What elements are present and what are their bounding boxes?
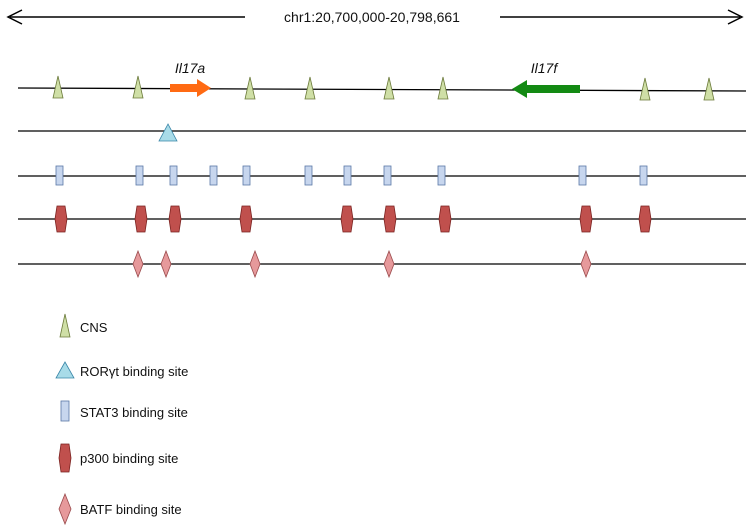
legend-label-stat3: STAT3 binding site [80, 405, 188, 420]
cns-marker [639, 77, 651, 101]
batf-marker [160, 249, 172, 279]
p300-marker [638, 205, 652, 233]
legend: CNS RORγt binding site STAT3 binding sit… [55, 313, 188, 526]
stat3-marker [135, 165, 144, 186]
stat3-marker [639, 165, 648, 186]
coordinate-range-header: chr1:20,700,000-20,798,661 [6, 9, 744, 25]
cns-marker [52, 75, 64, 99]
cns-marker [304, 76, 316, 100]
rorgt-sites [158, 123, 178, 142]
cns-marker [244, 76, 256, 100]
p300-legend-icon [58, 443, 72, 473]
gene-il17f: Il17f [512, 60, 580, 98]
batf-legend-icon [58, 492, 72, 526]
track-line-cns [17, 87, 747, 92]
batf-sites [132, 249, 592, 279]
cns-sites [52, 75, 715, 101]
legend-item-stat3: STAT3 binding site [60, 400, 188, 422]
batf-marker [132, 249, 144, 279]
stat3-marker [55, 165, 64, 186]
legend-item-batf: BATF binding site [58, 492, 182, 526]
cns-marker [132, 75, 144, 99]
batf-marker [580, 249, 592, 279]
cns-marker [703, 77, 715, 101]
cns-marker [437, 76, 449, 100]
p300-marker [438, 205, 452, 233]
legend-label-rorgt-suffix: t binding site [115, 364, 188, 379]
stat3-marker [437, 165, 446, 186]
il17f-arrow-shaft [526, 85, 580, 93]
p300-sites [54, 205, 652, 233]
il17a-arrow-shaft [170, 84, 198, 92]
coordinate-title: chr1:20,700,000-20,798,661 [284, 9, 460, 25]
legend-label-rorgt-prefix: ROR [80, 364, 109, 379]
stat3-marker [169, 165, 178, 186]
gene-il17a: Il17a [170, 60, 211, 97]
legend-label-rorgt-greek: γ [109, 364, 116, 379]
legend-label-p300: p300 binding site [80, 451, 178, 466]
legend-label-batf: BATF binding site [80, 502, 182, 517]
stat3-marker [209, 165, 218, 186]
stat3-legend-icon [60, 400, 70, 422]
il17f-arrow-icon [512, 80, 527, 98]
stat3-marker [242, 165, 251, 186]
stat3-sites [55, 165, 648, 186]
batf-marker [249, 249, 261, 279]
gene-label-il17f: Il17f [531, 60, 560, 76]
cns-marker [383, 76, 395, 100]
p300-marker [134, 205, 148, 233]
legend-item-cns: CNS [59, 313, 108, 338]
rorgt-legend-icon [55, 361, 75, 379]
legend-item-p300: p300 binding site [58, 443, 178, 473]
legend-label-cns: CNS [80, 320, 108, 335]
il17a-arrow-icon [197, 79, 211, 97]
stat3-marker [578, 165, 587, 186]
p300-marker [239, 205, 253, 233]
p300-marker [383, 205, 397, 233]
stat3-marker [343, 165, 352, 186]
stat3-marker [304, 165, 313, 186]
right-arrowhead-icon [727, 9, 744, 25]
legend-item-rorgt: RORγt binding site [55, 361, 188, 379]
p300-marker [579, 205, 593, 233]
stat3-marker [383, 165, 392, 186]
p300-marker [54, 205, 68, 233]
rorgt-marker [158, 123, 178, 142]
left-arrowhead-icon [6, 9, 23, 25]
track-lines [17, 87, 747, 265]
gene-label-il17a: Il17a [175, 60, 206, 76]
p300-marker [168, 205, 182, 233]
batf-marker [383, 249, 395, 279]
cns-legend-icon [59, 313, 71, 338]
legend-label-rorgt: RORγt binding site [80, 364, 188, 379]
p300-marker [340, 205, 354, 233]
